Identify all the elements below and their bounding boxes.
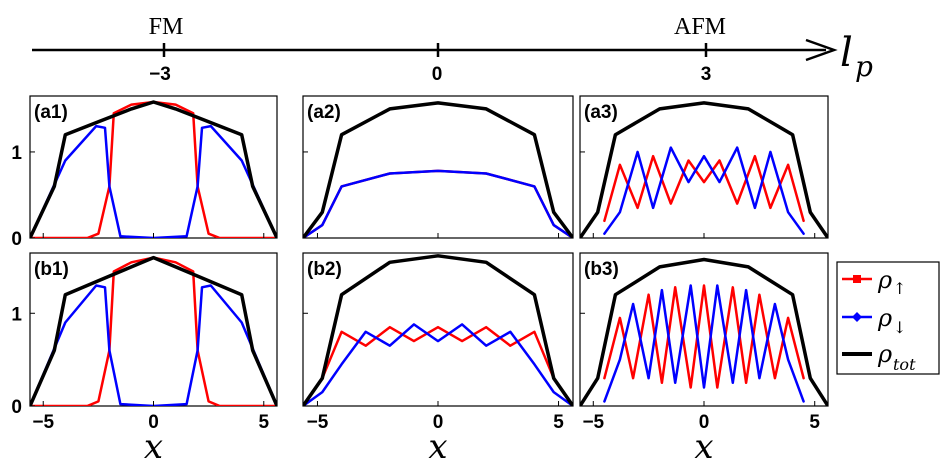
legend-label-tot: ρ	[877, 340, 892, 368]
arrow-right-icon	[805, 38, 838, 62]
x-tick-label: −5	[307, 412, 329, 433]
panel-label: (b1)	[34, 259, 69, 280]
plot-frame	[29, 95, 278, 239]
x-tick-label: 5	[258, 412, 269, 433]
legend: ρ ↑ ρ ↓ ρ tot	[836, 261, 940, 375]
panel-b2: (b2) −5 0 5 x	[302, 252, 574, 461]
series-group	[30, 100, 277, 238]
panel-label: (a1)	[34, 102, 68, 123]
series-group	[580, 101, 828, 238]
series-line-down	[303, 323, 573, 406]
series-group	[303, 101, 573, 238]
panel-label: (b2)	[307, 259, 342, 280]
panel-b3: (b3) −5 0 5 x	[579, 252, 829, 461]
x-axis-label: x	[144, 427, 163, 461]
x-tick-label: −5	[582, 412, 604, 433]
panel-b1: (b1) 0 1 −5 0 5 x	[11, 252, 278, 461]
legend-entry-up: ρ ↑	[842, 266, 906, 298]
x-tick-label: 5	[809, 412, 820, 433]
series-group	[580, 257, 828, 406]
legend-entry-down: ρ ↓	[842, 304, 906, 337]
x-tick-label: 5	[553, 412, 564, 433]
series-line-tot	[303, 254, 573, 406]
series-line-tot	[30, 100, 277, 238]
x-axis-label: x	[428, 427, 447, 461]
phase-tick-label: −3	[149, 64, 171, 85]
legend-sub-tot: tot	[893, 355, 916, 374]
y-tick-label: 1	[11, 304, 22, 325]
series-line-up	[603, 154, 805, 223]
phase-axis: FM AFM −3 0 3 l p	[32, 14, 873, 85]
plot-frame	[29, 252, 278, 407]
series-line-tot	[30, 255, 277, 406]
x-tick-label: −5	[32, 412, 54, 433]
phase-label-afm: AFM	[674, 14, 726, 40]
phase-axis-symbol: l	[840, 30, 853, 76]
phase-label-fm: FM	[149, 14, 184, 40]
phase-tick-label: 0	[432, 64, 443, 85]
phase-axis-subscript: p	[855, 50, 873, 83]
y-tick-label: 0	[11, 229, 22, 250]
series-line-tot	[580, 101, 828, 238]
series-line-up	[303, 325, 573, 406]
legend-sub-up: ↑	[893, 279, 906, 298]
y-tick-label: 0	[11, 397, 22, 418]
series-line-down	[30, 284, 277, 406]
panel-label: (a2)	[307, 102, 341, 123]
panel-a2: (a2)	[302, 95, 574, 239]
series-line-down	[30, 124, 277, 238]
series-group	[303, 254, 573, 406]
legend-entry-tot: ρ tot	[842, 340, 916, 374]
series-line-up	[603, 284, 805, 389]
legend-sub-down: ↓	[893, 318, 906, 337]
y-tick-label: 1	[11, 143, 22, 164]
legend-marker-square	[853, 275, 861, 283]
series-line-tot	[580, 257, 828, 406]
series-line-tot	[303, 101, 573, 238]
x-tick-label: 0	[148, 412, 159, 433]
legend-label-down: ρ	[877, 304, 892, 332]
panel-label: (a3)	[584, 102, 618, 123]
plot-frame	[302, 252, 574, 407]
series-line-down	[303, 169, 573, 238]
x-axis-label: x	[694, 427, 713, 461]
legend-marker-diamond	[852, 312, 862, 322]
legend-label-up: ρ	[877, 266, 892, 294]
panel-label: (b3)	[584, 259, 619, 280]
series-line-down	[603, 146, 805, 235]
series-line-down	[603, 284, 805, 403]
series-group	[30, 255, 277, 406]
panel-a3: (a3)	[579, 95, 829, 239]
plot-frame	[302, 95, 574, 239]
phase-tick-label: 3	[701, 64, 712, 85]
x-tick-label: 0	[433, 412, 444, 433]
panels: (a1) 0 1 (a2) (a3) (b1) 0 1 −5 0 5 x (b2) −5 0 5 x (b3) −5…	[11, 95, 829, 461]
x-tick-label: 0	[699, 412, 710, 433]
panel-a1: (a1) 0 1	[11, 95, 278, 250]
